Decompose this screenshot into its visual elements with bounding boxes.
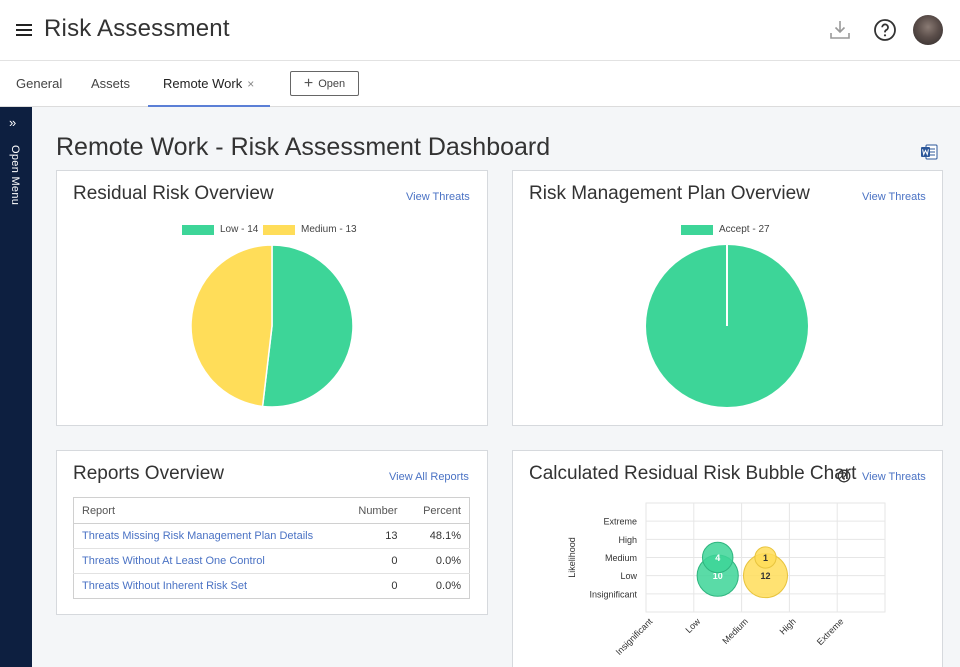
close-icon[interactable]: × [247,77,255,91]
tab-general[interactable]: General [16,76,63,91]
report-link[interactable]: Threats Without Inherent Risk Set [82,580,248,592]
bubble-label: 12 [760,571,770,581]
reports-overview-title: Reports Overview [73,463,224,484]
help-icon[interactable] [837,469,851,483]
bubble-point[interactable] [701,541,734,574]
column-header: Number [345,497,406,524]
table-row: Threats Without Inherent Risk Set 0 0.0% [74,574,470,599]
y-tick-label: Extreme [603,517,637,527]
legend-label: Accept - 27 [719,224,770,235]
residual-risk-card: Residual Risk Overview View Threats Low … [56,170,488,426]
legend-item-low[interactable]: Low - 14 [182,224,258,235]
report-number: 13 [345,523,406,549]
plan-overview-title: Risk Management Plan Overview [529,183,810,204]
bubble-point[interactable] [754,546,777,569]
app-header: Risk Assessment [0,0,960,61]
reports-overview-card: Reports Overview View All Reports Report… [56,450,488,615]
legend-swatch [681,224,713,235]
bubble-label: 4 [715,553,720,563]
legend-item-medium[interactable]: Medium - 13 [263,224,357,235]
bubble-chart-title: Calculated Residual Risk Bubble Chart [529,463,857,484]
open-menu-label: Open Menu [9,145,21,206]
x-tick-label: Insignificant [614,616,655,657]
hamburger-icon[interactable] [16,23,32,37]
legend-label: Low - 14 [220,224,259,235]
x-tick-label: Medium [720,616,750,646]
table-row: Threats Missing Risk Management Plan Det… [73,523,470,549]
column-header: Report [73,497,346,524]
tab-remote-work-label: Remote Work [163,76,243,91]
pie-slice-medium[interactable] [190,244,273,408]
open-menu-rail[interactable]: » Open Menu [0,107,32,667]
x-tick-label: Extreme [815,616,846,647]
bubble-chart-card: Calculated Residual Risk Bubble Chart Vi… [512,450,943,667]
download-icon[interactable] [828,18,852,42]
y-tick-label: High [618,535,637,545]
legend-swatch [182,224,214,235]
bubble-chart: Insignificant Low Medium High Extreme Insigni… [567,502,886,657]
plus-icon: + [303,74,314,92]
help-icon[interactable] [873,18,897,42]
view-threats-link[interactable]: View Threats [406,191,470,203]
page-title: Remote Work - Risk Assessment Dashboard [56,133,551,161]
tab-remote-work[interactable]: Remote Work × [148,61,270,107]
report-number: 0 [345,548,406,574]
chevron-double-right-icon: » [9,115,17,130]
y-axis-label: Likelihood [567,537,577,578]
table-header-row: Report Number Percent [73,497,470,524]
open-button[interactable]: + Open [290,71,359,96]
plan-overview-pie [646,245,808,407]
residual-risk-title: Residual Risk Overview [73,183,274,204]
tab-assets[interactable]: Assets [91,76,131,91]
report-percent: 48.1% [405,523,470,549]
legend-label: Medium - 13 [301,224,357,235]
residual-risk-pie [190,244,354,408]
column-header: Percent [405,497,470,524]
user-avatar[interactable] [913,15,943,45]
plan-overview-card: Risk Management Plan Overview View Threa… [512,170,943,426]
y-tick-label: Medium [605,553,637,563]
report-link[interactable]: Threats Missing Risk Management Plan Det… [82,530,314,542]
view-threats-link[interactable]: View Threats [862,191,926,203]
tab-bar: General Assets Remote Work × + Open [0,61,960,107]
pie-slice-low[interactable] [261,244,354,408]
y-tick-label: Low [620,571,637,581]
word-export-icon[interactable] [921,144,938,160]
report-link[interactable]: Threats Without At Least One Control [82,555,265,567]
reports-table: Report Number Percent Threats Missing Ri… [73,497,470,599]
bubble-label: 10 [713,571,723,581]
table-row: Threats Without At Least One Control 0 0… [73,548,470,574]
view-threats-link[interactable]: View Threats [862,471,926,483]
bubble-label: 1 [763,553,768,563]
app-title: Risk Assessment [44,15,230,42]
view-all-reports-link[interactable]: View All Reports [389,471,469,483]
report-percent: 0.0% [405,548,470,574]
legend-item-accept[interactable]: Accept - 27 [681,224,770,235]
legend-swatch [263,224,295,235]
report-number: 0 [391,580,398,592]
x-tick-label: High [778,616,798,636]
x-tick-label: Low [683,616,702,635]
y-tick-label: Insignificant [589,589,637,599]
report-percent: 0.0% [435,580,461,592]
open-button-label: Open [318,77,346,90]
